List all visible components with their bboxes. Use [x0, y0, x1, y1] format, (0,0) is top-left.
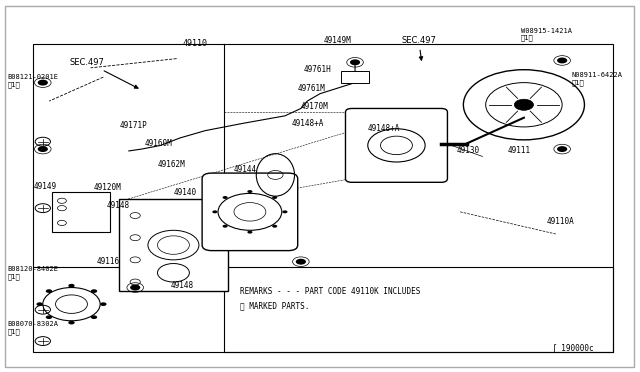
- Text: 49148+A: 49148+A: [368, 124, 400, 133]
- Circle shape: [38, 80, 48, 86]
- Circle shape: [100, 302, 106, 306]
- Circle shape: [515, 99, 534, 110]
- Text: ʃ 190000ϲ: ʃ 190000ϲ: [552, 344, 594, 353]
- FancyBboxPatch shape: [202, 173, 298, 251]
- Text: 49130: 49130: [457, 147, 480, 155]
- FancyBboxPatch shape: [119, 199, 228, 291]
- FancyBboxPatch shape: [52, 192, 109, 232]
- Text: 49148+A: 49148+A: [291, 119, 324, 128]
- Circle shape: [91, 289, 97, 293]
- Circle shape: [130, 285, 140, 291]
- Text: 49144: 49144: [234, 165, 257, 174]
- Circle shape: [350, 60, 360, 65]
- Text: REMARKS - - - PART CODE 49110K INCLUDES: REMARKS - - - PART CODE 49110K INCLUDES: [241, 287, 420, 296]
- Text: W08915-1421A
〜1〝: W08915-1421A 〜1〝: [521, 28, 572, 41]
- Circle shape: [282, 211, 287, 213]
- Circle shape: [272, 225, 277, 228]
- Circle shape: [223, 225, 228, 228]
- Text: 49120M: 49120M: [94, 183, 122, 192]
- FancyBboxPatch shape: [341, 71, 369, 83]
- Circle shape: [557, 146, 567, 152]
- Text: N08911-6422A
〜1〝: N08911-6422A 〜1〝: [572, 72, 623, 86]
- Circle shape: [68, 284, 75, 288]
- Circle shape: [46, 315, 52, 319]
- Text: 49761M: 49761M: [298, 84, 326, 93]
- Circle shape: [212, 211, 218, 213]
- Text: 49162M: 49162M: [157, 160, 185, 169]
- Circle shape: [38, 146, 48, 152]
- Text: 49160M: 49160M: [145, 139, 173, 148]
- Circle shape: [247, 190, 252, 193]
- Circle shape: [36, 302, 43, 306]
- FancyBboxPatch shape: [4, 6, 634, 367]
- Text: 49148: 49148: [106, 201, 130, 210]
- Text: B08120-8402E
〜1〝: B08120-8402E 〜1〝: [8, 266, 59, 280]
- Circle shape: [247, 231, 252, 234]
- Text: 49761H: 49761H: [304, 65, 332, 74]
- Text: 49116: 49116: [97, 257, 120, 266]
- Text: 49149: 49149: [33, 182, 56, 191]
- Text: 49170M: 49170M: [301, 102, 328, 111]
- Text: SEC.497: SEC.497: [401, 36, 436, 60]
- Text: 49140: 49140: [173, 188, 196, 197]
- Text: 49110: 49110: [183, 39, 208, 48]
- Text: 49111: 49111: [508, 147, 531, 155]
- FancyBboxPatch shape: [33, 44, 613, 352]
- Text: B08070-8302A
〜1〝: B08070-8302A 〜1〝: [8, 321, 59, 335]
- FancyBboxPatch shape: [346, 109, 447, 182]
- Circle shape: [296, 259, 306, 264]
- Circle shape: [68, 321, 75, 324]
- Text: 49148: 49148: [170, 281, 193, 290]
- Circle shape: [46, 289, 52, 293]
- Circle shape: [91, 315, 97, 319]
- Text: SEC.497: SEC.497: [70, 58, 138, 88]
- Text: ⓐ MARKED PARTS.: ⓐ MARKED PARTS.: [241, 301, 310, 311]
- Text: 49149M: 49149M: [323, 36, 351, 45]
- Circle shape: [272, 196, 277, 199]
- Circle shape: [223, 196, 228, 199]
- Text: B08121-0201E
〜1〝: B08121-0201E 〜1〝: [8, 74, 59, 87]
- Text: 49171P: 49171P: [119, 121, 147, 129]
- Text: 49110A: 49110A: [546, 217, 574, 225]
- Circle shape: [557, 58, 567, 63]
